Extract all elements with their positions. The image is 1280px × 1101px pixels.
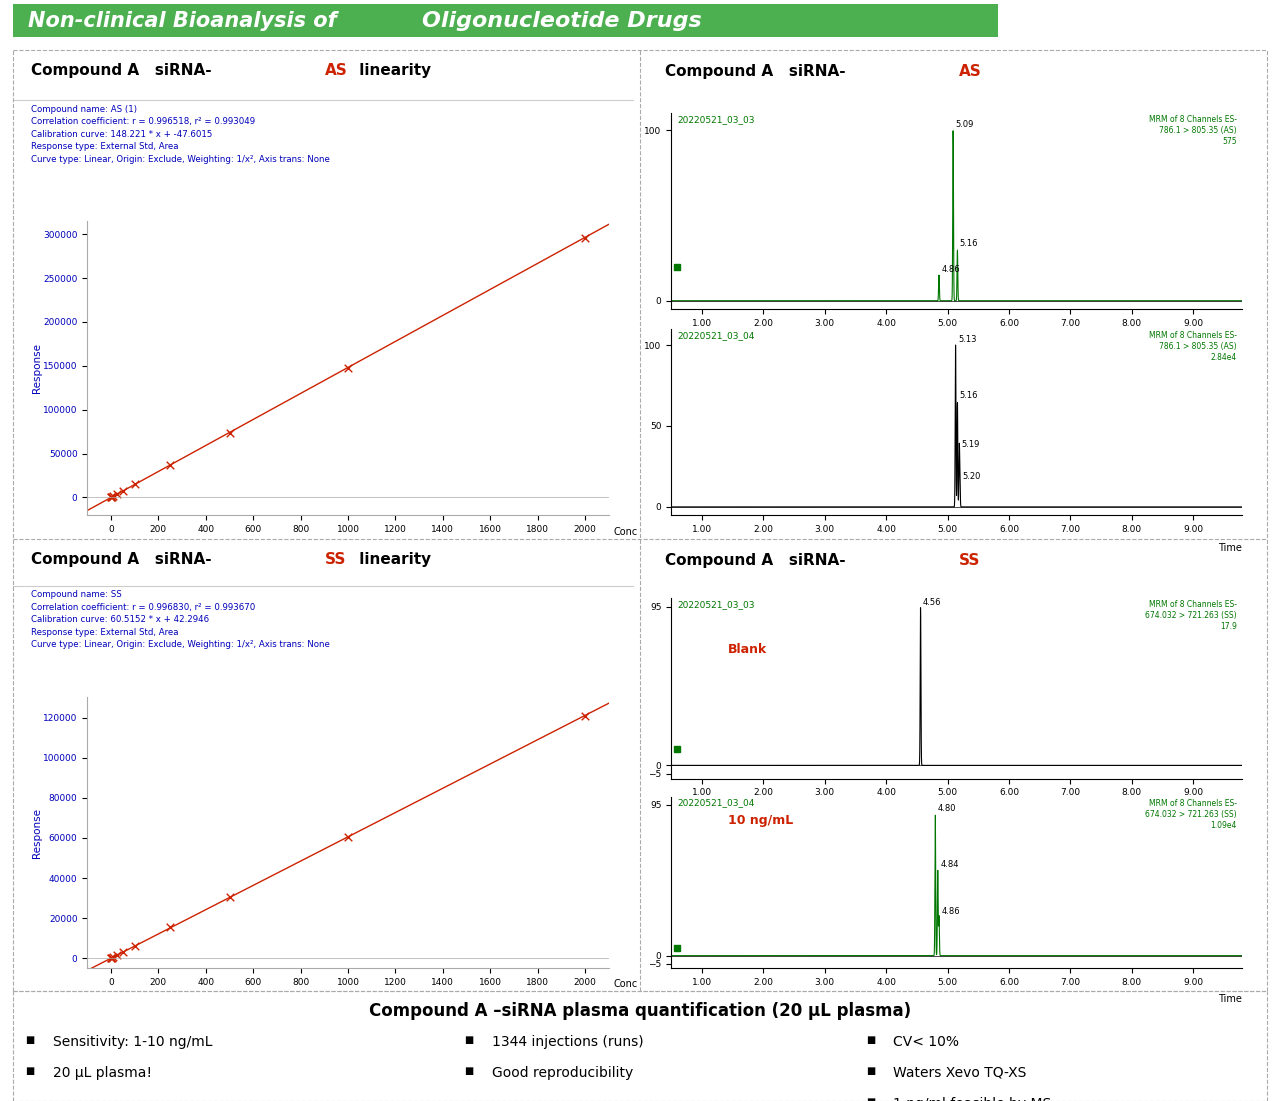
Text: ■: ■ <box>26 1066 35 1076</box>
Y-axis label: Response: Response <box>32 344 42 393</box>
Text: 5.16: 5.16 <box>960 392 978 401</box>
Text: 5.20: 5.20 <box>963 472 980 481</box>
Text: 20 μL plasma!: 20 μL plasma! <box>52 1066 152 1080</box>
Text: 4.80: 4.80 <box>938 804 956 813</box>
Text: Compound name: SS
Correlation coefficient: r = 0.996830, r² = 0.993670
Calibrati: Compound name: SS Correlation coefficien… <box>32 590 330 650</box>
Text: Sensitivity: 1-10 ng/mL: Sensitivity: 1-10 ng/mL <box>52 1035 212 1049</box>
Point <box>104 488 124 505</box>
Text: Blank: Blank <box>728 643 768 656</box>
Text: 4.56: 4.56 <box>923 598 942 607</box>
Text: 1344 injections (runs): 1344 injections (runs) <box>492 1035 644 1049</box>
Point <box>219 889 239 906</box>
Text: 20220521_03_03: 20220521_03_03 <box>677 600 754 609</box>
Point <box>124 937 145 955</box>
Text: MRM of 8 Channels ES-
674.032 > 721.263 (SS)
1.09e4: MRM of 8 Channels ES- 674.032 > 721.263 … <box>1146 798 1236 830</box>
Text: Compound name: AS (1)
Correlation coefficient: r = 0.996518, r² = 0.993049
Calib: Compound name: AS (1) Correlation coeffi… <box>32 105 330 164</box>
Point <box>113 944 133 961</box>
Text: linearity: linearity <box>355 64 431 78</box>
Point <box>575 229 595 247</box>
Text: Conc: Conc <box>614 979 639 989</box>
Text: SS: SS <box>959 553 980 568</box>
Point <box>101 489 122 506</box>
Text: AS: AS <box>325 64 348 78</box>
Text: Compound A   siRNA-: Compound A siRNA- <box>666 553 846 568</box>
Text: Good reproducibility: Good reproducibility <box>492 1066 634 1080</box>
Text: 4.86: 4.86 <box>942 264 960 274</box>
Point <box>102 488 123 505</box>
Text: MRM of 8 Channels ES-
786.1 > 805.35 (AS)
2.84e4: MRM of 8 Channels ES- 786.1 > 805.35 (AS… <box>1148 330 1236 362</box>
Text: Compound A   siRNA-: Compound A siRNA- <box>32 553 212 567</box>
Point <box>101 489 122 506</box>
Text: Compound A –siRNA plasma quantification (20 μL plasma): Compound A –siRNA plasma quantification … <box>369 1002 911 1020</box>
Point <box>575 707 595 724</box>
Text: MRM of 8 Channels ES-
786.1 > 805.35 (AS)
575: MRM of 8 Channels ES- 786.1 > 805.35 (AS… <box>1148 116 1236 146</box>
Text: 5.16: 5.16 <box>960 239 978 248</box>
Text: ■: ■ <box>26 1035 35 1045</box>
Text: Waters Xevo TQ-XS: Waters Xevo TQ-XS <box>893 1066 1027 1080</box>
Text: 4.84: 4.84 <box>941 860 959 869</box>
Text: ■: ■ <box>865 1066 876 1076</box>
Text: 20220521_03_04: 20220521_03_04 <box>677 330 754 340</box>
Text: 1 ng/ml feasible by MS: 1 ng/ml feasible by MS <box>893 1097 1052 1101</box>
Text: linearity: linearity <box>355 553 431 567</box>
Text: CV< 10%: CV< 10% <box>893 1035 960 1049</box>
Text: AS: AS <box>959 64 982 79</box>
Point <box>101 949 122 967</box>
Point <box>160 918 180 936</box>
Point <box>101 949 122 967</box>
Point <box>104 948 124 966</box>
Text: Compound A   siRNA-: Compound A siRNA- <box>32 64 212 78</box>
Text: 5.09: 5.09 <box>956 120 974 129</box>
Point <box>219 424 239 442</box>
Text: Non-clinical Bioanalysis of: Non-clinical Bioanalysis of <box>28 11 343 31</box>
Point <box>338 828 358 846</box>
Point <box>124 476 145 493</box>
Text: 20220521_03_03: 20220521_03_03 <box>677 116 754 124</box>
FancyBboxPatch shape <box>0 3 1048 39</box>
Text: Oligonucleotide Drugs: Oligonucleotide Drugs <box>422 11 701 31</box>
Text: Conc: Conc <box>614 526 639 537</box>
Text: Time: Time <box>1219 994 1243 1004</box>
Point <box>113 482 133 500</box>
Point <box>160 456 180 473</box>
Text: ■: ■ <box>465 1066 474 1076</box>
Point <box>338 359 358 377</box>
Text: ■: ■ <box>865 1097 876 1101</box>
Text: 4.86: 4.86 <box>942 907 960 916</box>
Text: ■: ■ <box>865 1035 876 1045</box>
Text: SS: SS <box>325 553 347 567</box>
Text: MRM of 8 Channels ES-
674.032 > 721.263 (SS)
17.9: MRM of 8 Channels ES- 674.032 > 721.263 … <box>1146 600 1236 631</box>
Text: Time: Time <box>1219 543 1243 553</box>
Text: 5.19: 5.19 <box>961 440 980 449</box>
Text: ■: ■ <box>465 1035 474 1045</box>
Y-axis label: Response: Response <box>32 808 42 858</box>
Text: 5.13: 5.13 <box>957 335 977 344</box>
Point <box>102 949 123 967</box>
Point <box>106 486 127 503</box>
Text: 20220521_03_04: 20220521_03_04 <box>677 798 754 807</box>
Point <box>106 946 127 963</box>
Text: Compound A   siRNA-: Compound A siRNA- <box>666 64 846 79</box>
Text: 10 ng/mL: 10 ng/mL <box>728 814 794 827</box>
